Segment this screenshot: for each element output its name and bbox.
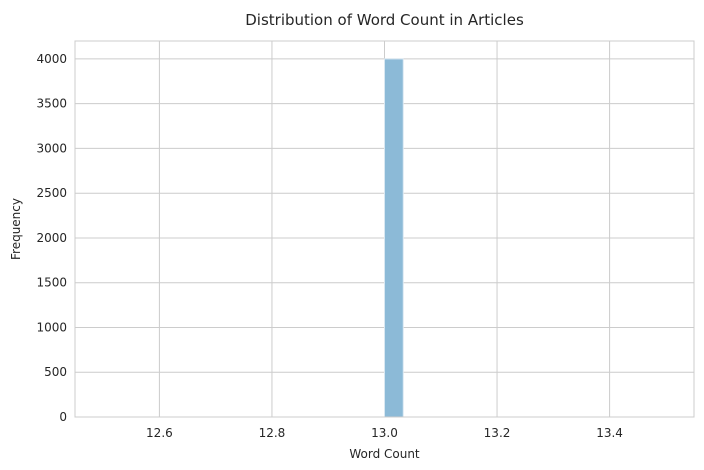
x-tick-label: 12.6	[146, 426, 173, 440]
y-tick-label: 3000	[36, 141, 67, 155]
y-tick-label: 4000	[36, 52, 67, 66]
y-tick-label: 1000	[36, 320, 67, 334]
x-tick-label: 13.0	[371, 426, 398, 440]
x-axis-label: Word Count	[349, 447, 420, 461]
x-tick-label: 13.2	[484, 426, 511, 440]
ticks-layer: 12.6 12.8 13.0 13.2 13.4 0 500 1000 1500 2000 2500…	[36, 52, 622, 440]
x-tick-label: 13.4	[596, 426, 623, 440]
y-tick-label: 2000	[36, 231, 67, 245]
x-tick-label: 12.8	[259, 426, 286, 440]
plot-frame	[74, 40, 695, 418]
chart-title: Distribution of Word Count in Articles	[245, 11, 524, 29]
histogram-bar	[384, 58, 404, 418]
y-tick-label: 1500	[36, 276, 67, 290]
y-tick-label: 3500	[36, 97, 67, 111]
y-axis-label: Frequency	[9, 198, 23, 260]
y-tick-label: 500	[44, 365, 67, 379]
y-tick-label: 0	[59, 410, 67, 424]
y-tick-label: 2500	[36, 186, 67, 200]
bars-layer	[384, 58, 404, 418]
